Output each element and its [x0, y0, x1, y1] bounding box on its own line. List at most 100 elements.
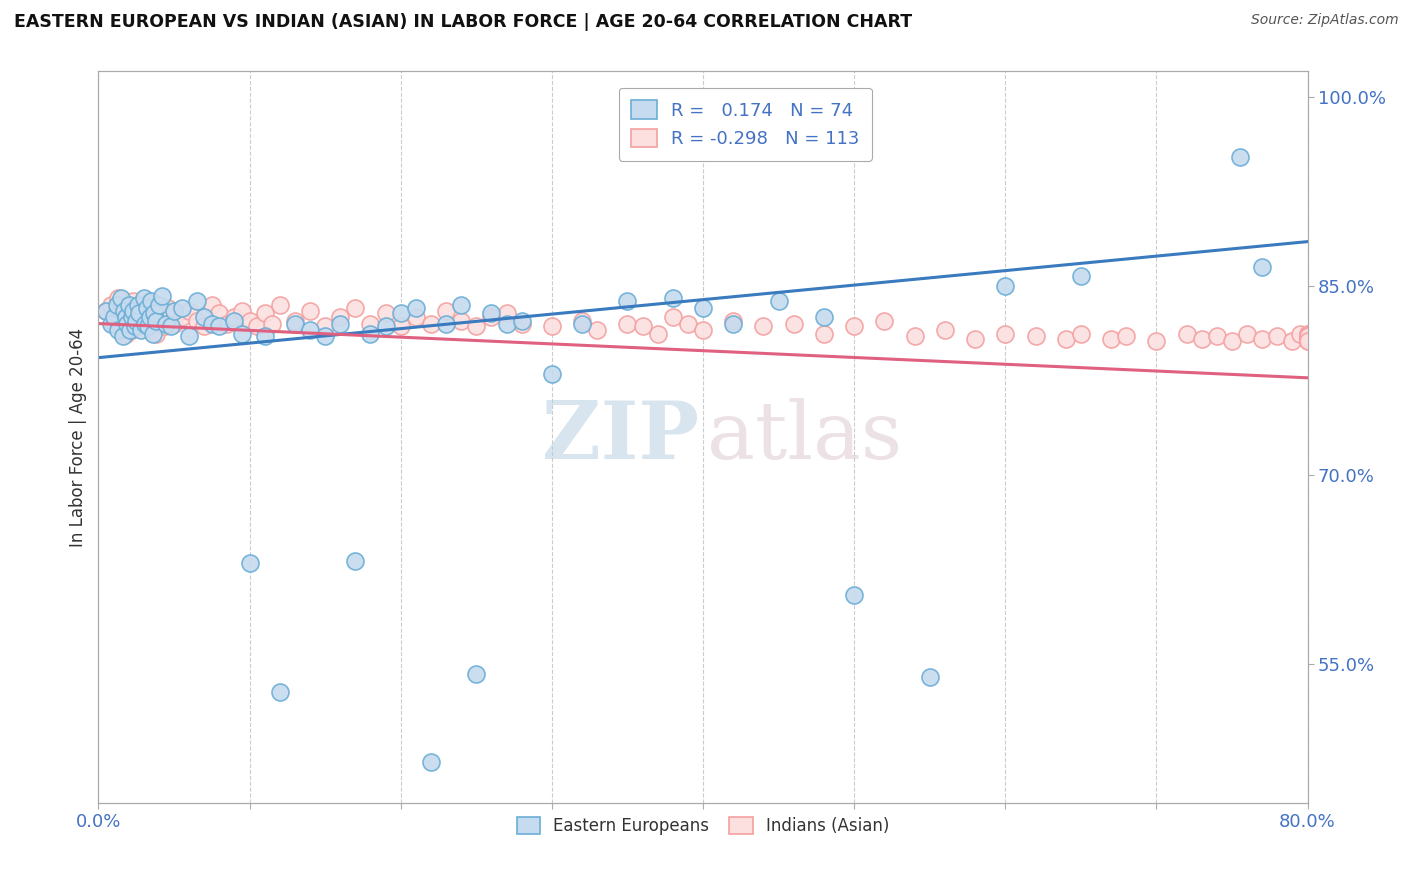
Point [465, 667, 488, 681]
Point [111, 329, 134, 343]
Point [115, 306, 138, 320]
Point [110, 291, 132, 305]
Point [571, 317, 593, 331]
Point [1251, 260, 1274, 274]
Point [405, 310, 427, 325]
Point [136, 301, 159, 316]
Point [253, 306, 276, 320]
Point [284, 314, 307, 328]
Point [1099, 332, 1122, 346]
Point [540, 319, 562, 334]
Point [127, 319, 149, 334]
Point [112, 304, 135, 318]
Point [495, 317, 517, 331]
Point [1296, 329, 1319, 343]
Point [105, 298, 128, 312]
Point [813, 326, 835, 341]
Point [692, 323, 714, 337]
Point [153, 319, 176, 334]
Point [132, 298, 155, 312]
Point [1144, 334, 1167, 349]
Point [128, 306, 150, 320]
Point [1115, 329, 1137, 343]
Point [239, 556, 262, 570]
Point [723, 317, 745, 331]
Point [344, 301, 367, 316]
Point [1175, 326, 1198, 341]
Point [1229, 150, 1251, 164]
Point [108, 319, 131, 334]
Point [143, 298, 166, 312]
Point [155, 317, 177, 331]
Point [360, 317, 382, 331]
Point [1054, 332, 1077, 346]
Point [420, 317, 443, 331]
Point [215, 317, 238, 331]
Point [150, 310, 173, 325]
Point [661, 291, 683, 305]
Point [170, 301, 193, 316]
Point [1281, 334, 1303, 349]
Point [1296, 329, 1319, 343]
Point [143, 306, 166, 320]
Point [94, 304, 117, 318]
Point [1296, 332, 1319, 346]
Point [434, 317, 457, 331]
Point [692, 301, 714, 316]
Point [148, 304, 170, 318]
Point [170, 310, 193, 325]
Point [329, 310, 352, 325]
Point [934, 323, 956, 337]
Point [269, 685, 291, 699]
Point [1296, 329, 1319, 343]
Point [145, 314, 167, 328]
Point [269, 298, 291, 312]
Point [163, 304, 186, 318]
Y-axis label: In Labor Force | Age 20-64: In Labor Force | Age 20-64 [69, 327, 87, 547]
Text: Source: ZipAtlas.com: Source: ZipAtlas.com [1251, 13, 1399, 28]
Point [844, 319, 866, 334]
Point [129, 323, 152, 337]
Point [1296, 334, 1319, 349]
Point [134, 317, 156, 331]
Point [132, 291, 155, 305]
Point [510, 314, 533, 328]
Point [389, 319, 412, 334]
Point [314, 329, 336, 343]
Point [1289, 326, 1312, 341]
Point [344, 554, 367, 568]
Point [434, 304, 457, 318]
Point [1267, 329, 1289, 343]
Point [1070, 326, 1092, 341]
Point [844, 588, 866, 602]
Point [768, 293, 790, 308]
Point [389, 306, 412, 320]
Point [420, 756, 443, 770]
Point [994, 278, 1017, 293]
Point [100, 298, 122, 312]
Point [124, 319, 146, 334]
Point [134, 317, 156, 331]
Point [676, 317, 699, 331]
Point [314, 319, 336, 334]
Point [163, 317, 186, 331]
Point [1296, 332, 1319, 346]
Point [193, 310, 215, 325]
Point [114, 326, 136, 341]
Point [1070, 268, 1092, 283]
Point [201, 317, 224, 331]
Point [1236, 326, 1258, 341]
Point [329, 317, 352, 331]
Point [1251, 332, 1274, 346]
Point [571, 314, 593, 328]
Point [239, 314, 262, 328]
Point [465, 319, 488, 334]
Point [783, 317, 806, 331]
Point [481, 306, 503, 320]
Point [112, 301, 135, 316]
Point [723, 314, 745, 328]
Point [374, 319, 396, 334]
Point [121, 310, 143, 325]
Point [1296, 329, 1319, 343]
Point [616, 317, 638, 331]
